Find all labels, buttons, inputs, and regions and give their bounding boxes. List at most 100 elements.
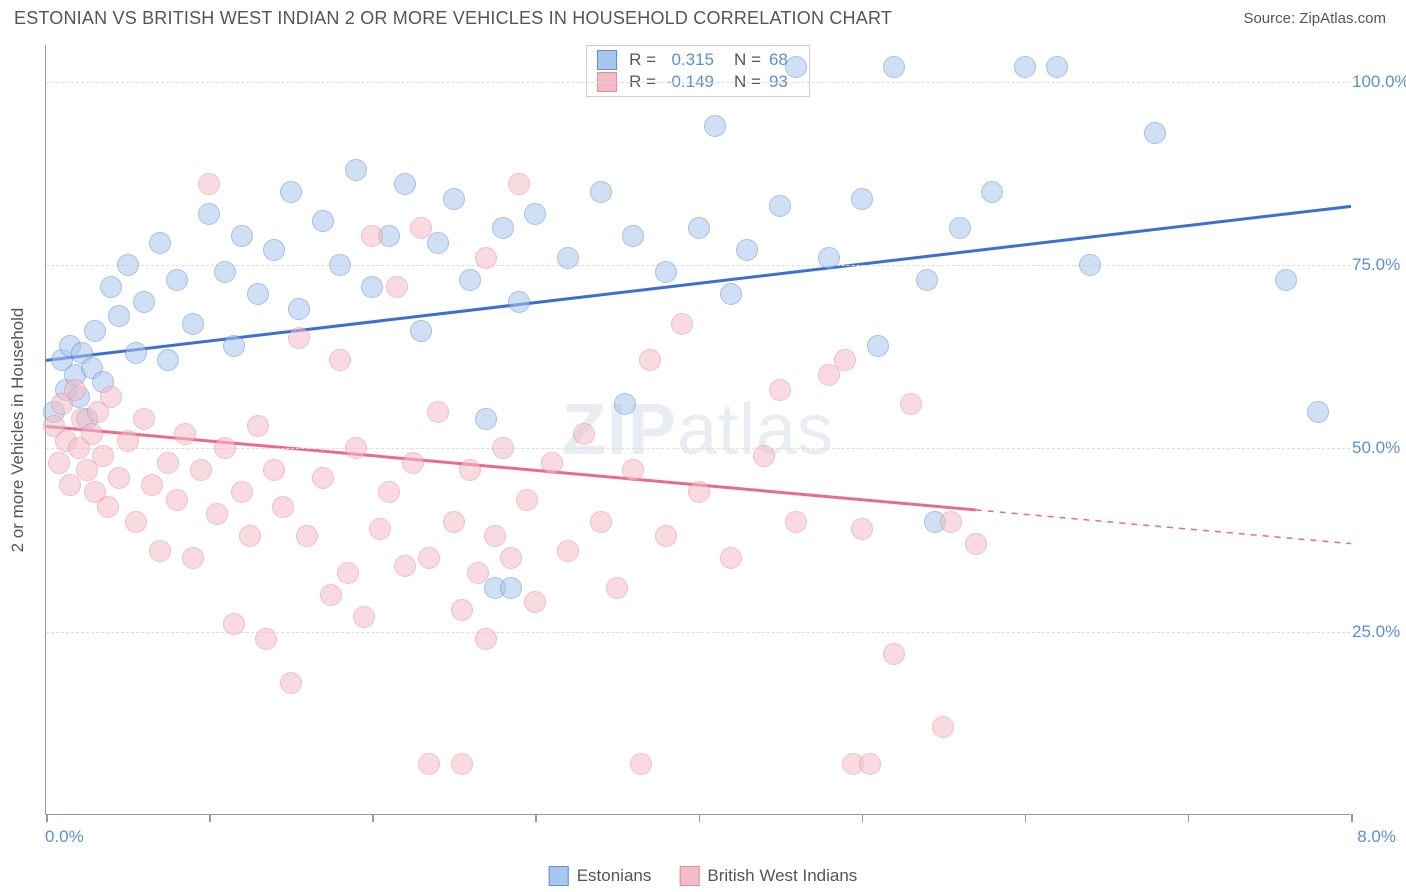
y-axis-title: 2 or more Vehicles in Household [8, 307, 28, 552]
scatter-point [834, 349, 856, 371]
y-tick-label: 25.0% [1352, 622, 1406, 642]
scatter-point [214, 261, 236, 283]
scatter-point [48, 452, 70, 474]
scatter-point [296, 525, 318, 547]
scatter-point [410, 320, 432, 342]
scatter-point [198, 203, 220, 225]
scatter-point [851, 188, 873, 210]
x-tick [372, 814, 374, 822]
scatter-point [117, 254, 139, 276]
gridline [46, 265, 1350, 266]
scatter-point [410, 217, 432, 239]
scatter-point [1307, 401, 1329, 423]
scatter-point [320, 584, 342, 606]
scatter-point [443, 511, 465, 533]
scatter-point [84, 320, 106, 342]
scatter-point [108, 467, 130, 489]
scatter-point [255, 628, 277, 650]
scatter-point [851, 518, 873, 540]
x-tick [1025, 814, 1027, 822]
scatter-point [247, 283, 269, 305]
gridline [46, 82, 1350, 83]
scatter-point [329, 349, 351, 371]
scatter-point [859, 753, 881, 775]
scatter-point [573, 423, 595, 445]
scatter-point [288, 327, 310, 349]
legend-label: British West Indians [707, 866, 857, 886]
scatter-point [451, 599, 473, 621]
scatter-point [190, 459, 212, 481]
scatter-point [508, 291, 530, 313]
scatter-point [174, 423, 196, 445]
scatter-point [630, 753, 652, 775]
scatter-point [149, 232, 171, 254]
scatter-point [557, 540, 579, 562]
scatter-point [100, 276, 122, 298]
scatter-point [125, 511, 147, 533]
chart-plot-area: 2 or more Vehicles in Household ZIPatlas… [45, 45, 1350, 815]
stats-row: R =0.315N =68 [597, 49, 799, 71]
legend-item: British West Indians [679, 866, 857, 886]
scatter-point [206, 503, 228, 525]
scatter-point [459, 459, 481, 481]
scatter-point [427, 401, 449, 423]
scatter-point [1079, 254, 1101, 276]
scatter-point [769, 379, 791, 401]
scatter-point [467, 562, 489, 584]
legend-item: Estonians [549, 866, 652, 886]
scatter-point [1275, 269, 1297, 291]
scatter-point [883, 643, 905, 665]
y-tick-label: 100.0% [1352, 72, 1406, 92]
scatter-point [288, 298, 310, 320]
scatter-point [720, 547, 742, 569]
scatter-point [524, 203, 546, 225]
legend-swatch [597, 50, 617, 70]
scatter-point [720, 283, 742, 305]
scatter-point [386, 276, 408, 298]
stats-legend: R =0.315N =68R =-0.149N =93 [586, 45, 810, 97]
scatter-point [231, 481, 253, 503]
scatter-point [133, 291, 155, 313]
scatter-point [394, 173, 416, 195]
scatter-point [590, 511, 612, 533]
scatter-point [508, 173, 530, 195]
scatter-point [81, 423, 103, 445]
scatter-point [280, 181, 302, 203]
scatter-point [981, 181, 1003, 203]
scatter-point [92, 445, 114, 467]
x-tick [535, 814, 537, 822]
scatter-point [867, 335, 889, 357]
scatter-point [312, 467, 334, 489]
scatter-point [166, 269, 188, 291]
scatter-point [402, 452, 424, 474]
x-tick [862, 814, 864, 822]
scatter-point [459, 269, 481, 291]
scatter-point [182, 313, 204, 335]
legend-label: Estonians [577, 866, 652, 886]
series-legend: Estonians British West Indians [549, 866, 858, 886]
scatter-point [378, 481, 400, 503]
chart-title: ESTONIAN VS BRITISH WEST INDIAN 2 OR MOR… [14, 8, 892, 29]
scatter-point [312, 210, 334, 232]
scatter-point [590, 181, 612, 203]
scatter-point [500, 547, 522, 569]
scatter-point [427, 232, 449, 254]
scatter-point [272, 496, 294, 518]
scatter-point [614, 393, 636, 415]
scatter-point [443, 188, 465, 210]
trendlines-layer [46, 45, 1350, 814]
scatter-point [965, 533, 987, 555]
scatter-point [541, 452, 563, 474]
scatter-point [97, 496, 119, 518]
scatter-point [688, 481, 710, 503]
scatter-point [345, 437, 367, 459]
scatter-point [223, 613, 245, 635]
scatter-point [157, 349, 179, 371]
trend-line-dashed [976, 510, 1351, 544]
scatter-point [516, 489, 538, 511]
scatter-point [369, 518, 391, 540]
scatter-point [345, 159, 367, 181]
stat-r-value: 0.315 [664, 50, 714, 70]
scatter-point [769, 195, 791, 217]
scatter-point [736, 239, 758, 261]
